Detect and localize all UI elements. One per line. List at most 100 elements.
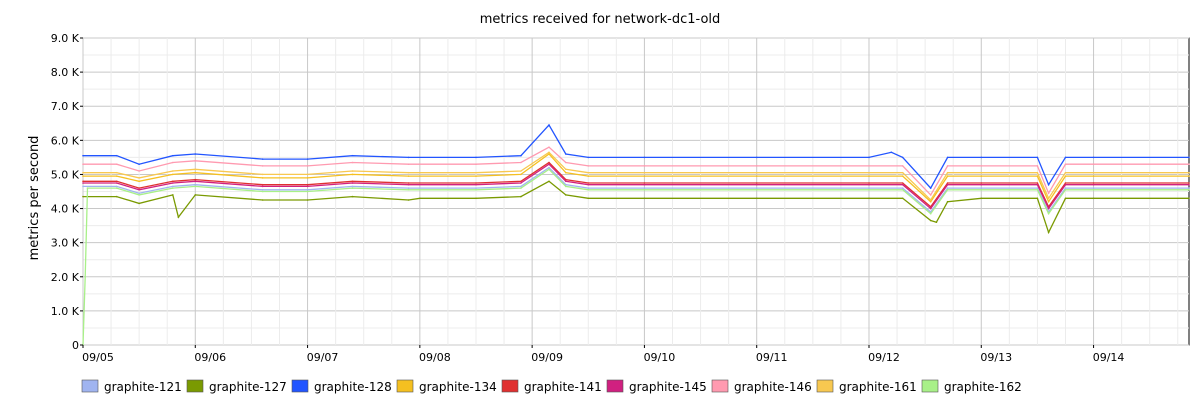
legend-swatch xyxy=(501,379,519,393)
data-point xyxy=(755,156,758,159)
data-point xyxy=(929,207,932,210)
data-point xyxy=(946,156,949,159)
data-point xyxy=(643,197,646,200)
data-point xyxy=(890,151,893,154)
data-point xyxy=(1047,207,1050,210)
data-point xyxy=(565,153,567,155)
data-point xyxy=(407,189,410,191)
chart-title: metrics received for network-dc1-old xyxy=(480,12,721,27)
x-tick-label: 09/06 xyxy=(194,351,226,364)
y-tick-label: 2.0 K xyxy=(51,271,80,284)
data-point xyxy=(868,182,870,184)
data-point xyxy=(520,170,522,172)
data-point xyxy=(82,175,84,177)
data-point xyxy=(980,187,983,189)
y-tick-label: 4.0 K xyxy=(51,203,80,216)
data-point xyxy=(868,187,870,189)
data-point xyxy=(755,175,758,177)
data-point xyxy=(1188,163,1190,165)
data-point xyxy=(194,183,197,186)
x-tick-label: 09/08 xyxy=(419,351,451,364)
data-point xyxy=(643,187,646,189)
data-point xyxy=(980,183,983,186)
data-point xyxy=(82,185,84,188)
data-point xyxy=(306,158,309,160)
data-point xyxy=(755,187,758,189)
data-point xyxy=(901,183,904,186)
data-point xyxy=(306,190,309,193)
data-point xyxy=(86,187,89,189)
data-point xyxy=(548,166,550,169)
data-point xyxy=(261,199,264,201)
data-point xyxy=(138,177,140,179)
data-point xyxy=(138,202,140,205)
data-point xyxy=(1092,175,1095,177)
data-point xyxy=(587,182,590,184)
data-point xyxy=(946,182,949,184)
data-point xyxy=(946,189,949,191)
data-point xyxy=(1092,182,1095,184)
data-point xyxy=(929,187,932,189)
data-point xyxy=(587,171,590,174)
data-point xyxy=(261,165,264,167)
legend-swatch xyxy=(291,379,309,393)
data-point xyxy=(82,182,84,184)
data-point xyxy=(1036,175,1039,177)
data-point xyxy=(1092,187,1095,189)
data-point xyxy=(1188,183,1190,186)
data-point xyxy=(194,168,197,171)
data-point xyxy=(946,200,949,203)
data-point xyxy=(475,171,477,174)
data-point xyxy=(901,156,904,159)
data-point xyxy=(565,185,567,188)
data-point xyxy=(1092,183,1095,186)
data-point xyxy=(548,168,550,171)
data-point xyxy=(172,173,174,176)
data-point xyxy=(115,182,118,184)
data-point xyxy=(520,195,522,198)
data-point xyxy=(901,197,904,200)
data-point xyxy=(520,187,522,189)
data-point xyxy=(587,187,590,189)
legend-swatch xyxy=(711,379,729,393)
data-point xyxy=(172,194,174,196)
data-point xyxy=(520,180,522,183)
data-point xyxy=(1188,156,1190,159)
data-point xyxy=(261,183,264,186)
data-point xyxy=(1036,171,1039,174)
data-point xyxy=(115,185,118,188)
series-lines xyxy=(82,123,1190,346)
y-tick-label: 6.0 K xyxy=(51,134,80,147)
data-point xyxy=(138,187,140,189)
data-point xyxy=(407,175,410,177)
y-tick-label: 1.0 K xyxy=(51,305,80,318)
data-point xyxy=(1092,189,1095,191)
data-point xyxy=(1036,165,1039,167)
data-point xyxy=(520,161,522,164)
data-point xyxy=(929,219,932,222)
data-point xyxy=(1036,197,1039,200)
data-point xyxy=(138,192,140,194)
data-point xyxy=(643,175,646,177)
data-point xyxy=(194,153,197,155)
data-point xyxy=(980,171,983,174)
data-point xyxy=(115,154,118,157)
data-point xyxy=(82,180,84,183)
data-point xyxy=(929,194,932,196)
data-point xyxy=(587,183,590,186)
legend-label: graphite-128 xyxy=(314,380,392,394)
data-point xyxy=(261,173,264,176)
data-point xyxy=(1092,171,1095,174)
legend-swatch xyxy=(186,379,204,393)
data-point xyxy=(172,187,174,189)
data-point xyxy=(138,180,140,183)
axes: 0 1.0 K 2.0 K 3.0 K 4.0 K 5.0 K 6.0 K 7.0 K 8.0 … xyxy=(51,32,1125,364)
data-point xyxy=(351,180,354,183)
data-point xyxy=(643,189,646,191)
data-point xyxy=(194,194,197,196)
y-tick-label: 7.0 K xyxy=(51,100,80,113)
legend-swatch xyxy=(606,379,624,393)
data-point xyxy=(548,151,550,154)
legend-swatch xyxy=(396,379,414,393)
